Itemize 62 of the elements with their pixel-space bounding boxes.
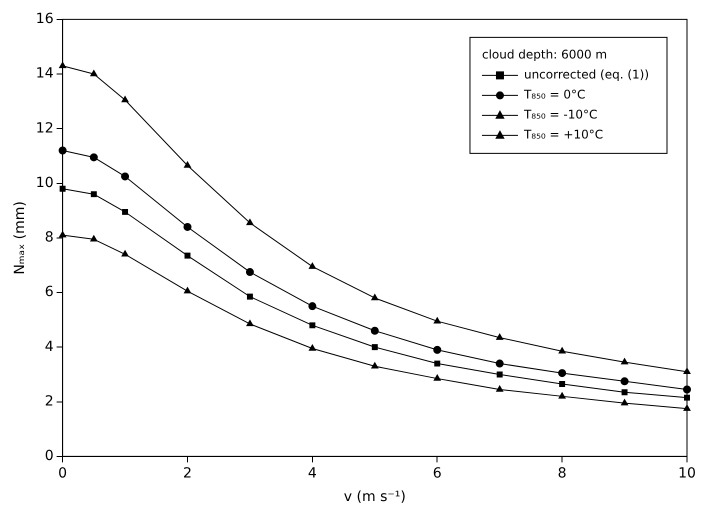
y-tick-label: 4	[44, 338, 54, 355]
legend-label: T₈₅₀ = +10°C	[522, 128, 604, 142]
point	[246, 218, 254, 226]
point	[559, 381, 566, 387]
point	[308, 302, 316, 310]
point	[434, 374, 441, 381]
y-tick-label: 8	[44, 230, 54, 246]
point	[90, 70, 98, 76]
y-tick-label: 14	[36, 66, 54, 82]
point	[121, 172, 130, 180]
point	[434, 360, 440, 367]
point	[371, 294, 378, 300]
x-tick-label: 10	[678, 465, 696, 482]
point	[621, 358, 628, 364]
legend-title: cloud depth: 6000 m	[482, 48, 608, 62]
legend-label: T₈₅₀ = 0°C	[522, 88, 586, 102]
point	[496, 371, 503, 378]
point	[246, 268, 254, 276]
x-tick-label: 2	[183, 465, 192, 482]
point	[122, 208, 128, 215]
y-tick-label: 10	[36, 174, 54, 191]
point	[90, 235, 98, 242]
point	[246, 320, 254, 326]
y-axis-title: Nₘₐₓ (mm)	[12, 201, 28, 275]
x-tick-label: 0	[58, 465, 68, 482]
point	[184, 162, 192, 168]
y-tick-label: 0	[44, 448, 54, 464]
legend-label: T₈₅₀ = -10°C	[522, 108, 598, 122]
point	[122, 96, 129, 102]
point	[558, 369, 566, 378]
point	[308, 262, 316, 269]
point	[622, 389, 628, 396]
point	[122, 250, 129, 257]
point	[90, 191, 97, 198]
legend-label: uncorrected (eq. (1))	[524, 68, 650, 82]
x-axis-title: v (m s⁻¹)	[344, 489, 406, 506]
point	[496, 334, 504, 340]
point	[496, 385, 504, 392]
point	[308, 344, 316, 351]
y-tick-label: 6	[44, 284, 54, 300]
point	[621, 399, 628, 406]
y-tick-label: 16	[36, 11, 54, 28]
point	[246, 294, 253, 300]
point	[620, 377, 629, 386]
x-tick-label: 4	[308, 465, 317, 482]
point	[496, 360, 504, 368]
point	[370, 326, 379, 335]
point	[558, 347, 566, 354]
point	[90, 153, 98, 162]
point	[372, 344, 378, 350]
x-tick-label: 8	[558, 465, 567, 482]
y-tick-label: 12	[36, 120, 54, 136]
point	[371, 362, 378, 369]
x-tick-label: 6	[432, 465, 442, 482]
point	[558, 392, 566, 399]
point	[183, 222, 192, 231]
point	[309, 322, 316, 328]
point	[184, 252, 190, 259]
point	[184, 287, 192, 294]
point	[434, 317, 441, 324]
y-tick-label: 2	[44, 393, 54, 410]
point	[433, 346, 442, 354]
